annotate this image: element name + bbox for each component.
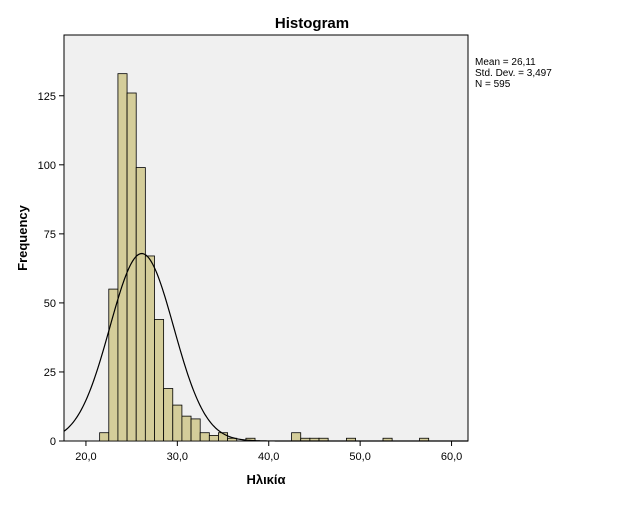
histogram-bar bbox=[163, 388, 174, 442]
x-tick-label: 50,0 bbox=[349, 451, 370, 463]
y-tick-label: 125 bbox=[38, 91, 56, 103]
mean-stat: Mean = 26,11 bbox=[475, 57, 536, 68]
chart-title: Histogram bbox=[275, 15, 349, 32]
histogram-bar bbox=[218, 432, 229, 442]
histogram-bar bbox=[190, 418, 201, 442]
x-axis: 20,0 30,0 40,0 50,0 60,0 bbox=[75, 441, 462, 463]
y-tick-label: 100 bbox=[38, 160, 56, 172]
histogram-bar bbox=[208, 435, 219, 442]
histogram-bar bbox=[144, 255, 155, 442]
x-tick-label: 20,0 bbox=[75, 451, 96, 463]
y-tick-label: 25 bbox=[44, 367, 56, 379]
histogram-bar bbox=[99, 432, 110, 442]
histogram-bar bbox=[135, 167, 146, 442]
y-tick-label: 75 bbox=[44, 229, 56, 241]
x-tick-label: 60,0 bbox=[441, 451, 462, 463]
histogram-bar bbox=[126, 92, 137, 442]
x-tick-label: 30,0 bbox=[167, 451, 188, 463]
histogram-bar bbox=[199, 432, 210, 442]
x-axis-label: Ηλικία bbox=[246, 472, 285, 487]
histogram-bar bbox=[108, 288, 119, 442]
std-dev-stat: Std. Dev. = 3,497 bbox=[475, 68, 552, 79]
histogram-bar bbox=[227, 437, 238, 442]
x-tick-label: 40,0 bbox=[258, 451, 279, 463]
histogram-bar bbox=[291, 432, 302, 442]
histogram-bar bbox=[181, 415, 192, 442]
y-axis-label: Frequency bbox=[15, 204, 30, 271]
histogram-bars bbox=[99, 73, 430, 442]
y-tick-label: 50 bbox=[44, 298, 56, 310]
y-tick-label: 0 bbox=[50, 436, 56, 448]
histogram-bar bbox=[117, 73, 128, 442]
histogram-bar bbox=[154, 319, 165, 442]
y-axis: 0 25 50 75 100 125 bbox=[38, 91, 64, 448]
statistics-box: Mean = 26,11 Std. Dev. = 3,497 N = 595 bbox=[475, 57, 552, 90]
normal-curve bbox=[63, 252, 468, 442]
n-stat: N = 595 bbox=[475, 79, 511, 90]
histogram-bar bbox=[172, 404, 183, 442]
